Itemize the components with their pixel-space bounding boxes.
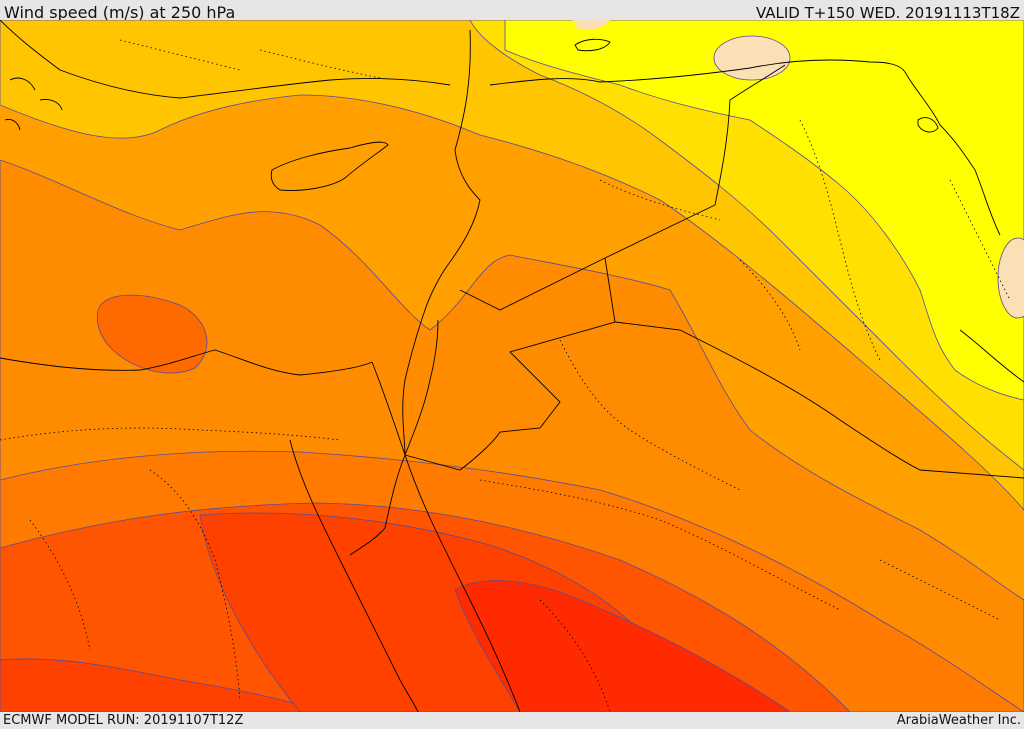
band-light-patch-east [997,237,1024,319]
band-red-dark [454,580,791,712]
band-yellow [504,20,1024,401]
credit-label: ArabiaWeather Inc. [896,713,1021,728]
band-red-orange-lobe [96,294,208,374]
model-run: ECMWF MODEL RUN: 20191107T12Z [3,713,244,728]
borders [0,20,1024,712]
header-bar: Wind speed (m/s) at 250 hPa VALID T+150 … [0,0,1024,22]
footer-bar: ECMWF MODEL RUN: 20191107T12Z ArabiaWeat… [0,712,1024,729]
map-title: Wind speed (m/s) at 250 hPa [4,3,236,22]
wind-speed-map[interactable] [0,20,1024,712]
admin-boundaries [0,39,1011,712]
band-light-patch-top [572,20,610,30]
valid-time: VALID T+150 WED. 20191113T18Z [755,4,1020,22]
band-light-patch-north [713,35,791,81]
